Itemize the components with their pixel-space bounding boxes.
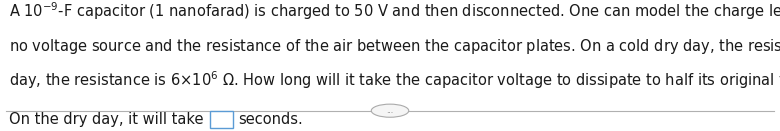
- Text: day, the resistance is 6×10$^{6}$ Ω. How long will it take the capacitor voltage: day, the resistance is 6×10$^{6}$ Ω. How…: [9, 70, 780, 91]
- Text: seconds.: seconds.: [238, 112, 303, 127]
- Text: A 10$^{-9}$-F capacitor (1 nanofarad) is charged to 50 V and then disconnected. : A 10$^{-9}$-F capacitor (1 nanofarad) is…: [9, 0, 780, 22]
- Text: no voltage source and the resistance of the air between the capacitor plates. On: no voltage source and the resistance of …: [9, 36, 780, 57]
- Text: On the dry day, it will take: On the dry day, it will take: [9, 112, 208, 127]
- Text: ...: ...: [386, 106, 394, 115]
